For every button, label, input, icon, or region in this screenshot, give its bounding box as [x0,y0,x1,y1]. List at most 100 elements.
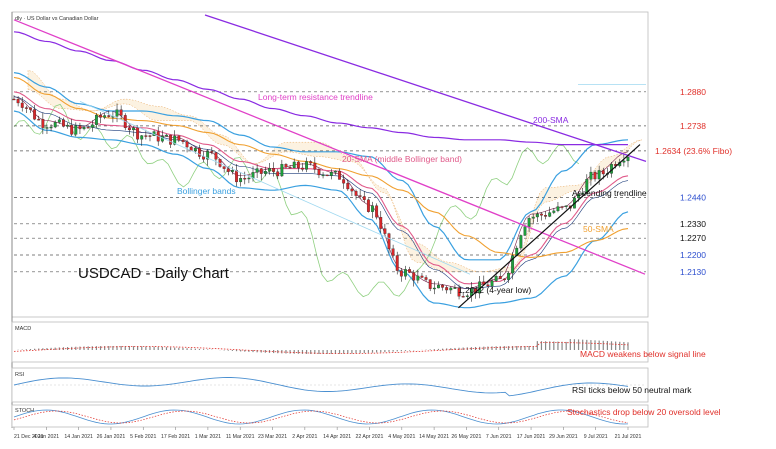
x-tick-label: 2 Apr 2021 [292,434,317,440]
candle-body [354,190,358,196]
candle-body [498,276,502,280]
candle-body [230,169,234,172]
candle-body [577,194,580,199]
candle-body [325,174,329,177]
series-line [13,91,629,285]
candle-body [449,287,453,291]
candle-body [292,161,296,169]
candle-body [29,107,32,110]
candle-body [342,179,346,184]
candle-body [263,171,267,174]
candle-body [338,170,341,180]
resistance-annotation: Long-term resistance trendline [258,92,373,102]
candle-body [222,166,226,169]
candle-body [66,124,69,127]
candle-body [251,172,255,179]
x-tick-label: 1 Mar 2021 [195,434,221,440]
candle-body [107,115,111,117]
stochastics-indicator [13,409,629,425]
x-tick-label: 4 Jan 2021 [33,434,59,440]
candle-body [626,157,630,162]
macd-note: MACD weakens below signal line [580,349,706,359]
candle-body [185,141,189,148]
candle-body [507,272,510,280]
kijun-line [13,96,629,289]
candle-body [198,147,201,157]
candle-body [12,98,16,101]
candle-body [511,255,515,274]
level-labels: 1.2880 1.2738 1.2634 (23.6% Fibo) 1.2440 1.2… [655,87,732,277]
candle-body [103,115,107,118]
candle-body [395,255,399,271]
candle-body [74,125,78,135]
candle-body [404,269,407,277]
stoch-k-line [13,409,629,425]
sma50-annotation: 50-SMA [583,224,614,234]
sma20-annotation: 20-SMA (middle Bollinger band) [342,154,462,164]
candle-body [165,134,168,137]
candle-body [321,174,325,177]
x-tick-label: 22 Apr 2021 [355,434,383,440]
sma200-guide-line [204,14,647,163]
symbol-label: dly · US Dollar vs Canadian Dollar [15,16,99,22]
candle-body [284,164,288,168]
rsi-line [13,377,629,397]
candle-body [379,217,383,229]
candle-body [169,134,173,145]
candle-body [206,151,210,160]
candle-body [564,205,568,207]
candle-body [94,114,98,125]
candle-body [622,160,626,163]
x-tick-label: 26 Jan 2021 [97,434,126,440]
resistance-trendline [13,19,646,275]
candle-body [53,122,57,128]
candle-body [531,216,535,219]
candle-body [387,233,391,249]
candle-body [317,169,321,176]
candle-body [148,135,152,137]
candle-body [362,196,366,200]
candle-body [461,296,465,298]
stoch-header: STOCH [15,408,34,414]
level-label: 1.2880 [680,87,706,97]
candle-body [301,167,304,170]
candle-body [601,170,605,175]
x-tick-label: 17 Jun 2021 [517,434,546,440]
candle-body [597,170,601,180]
candle-body [193,147,197,152]
candle-body [78,125,82,130]
candle-body [144,135,148,137]
x-tick-label: 21 Dec 2020 [14,434,44,440]
ichimoku-cloud-area [27,69,643,273]
candle-body [502,278,506,281]
x-tick-label: 7 Jun 2021 [486,434,512,440]
candle-body [280,164,284,177]
candle-body [453,287,457,289]
candle-body [383,228,387,234]
bollinger-annotation: Bollinger bands [177,186,236,196]
candle-body [57,119,61,123]
candle-body [527,218,531,227]
candle-body [210,151,214,153]
x-tick-label: 14 May 2021 [419,434,449,440]
candle-body [428,279,432,289]
candle-body [408,269,412,273]
ascending-annotation: Ascending trendline [572,188,647,198]
level-label: 1.2130 [680,267,706,277]
candle-body [486,284,490,287]
candle-body [24,107,28,109]
candle-body [519,235,523,249]
candle-body [235,169,238,183]
level-label: 1.2440 [680,192,706,202]
candle-body [136,127,140,140]
candle-body [346,183,350,190]
candle-body [366,199,370,212]
sma200-annotation: 200-SMA [533,115,569,125]
candle-body [90,124,94,128]
candle-body [268,168,271,172]
x-tick-label: 26 May 2021 [451,434,481,440]
candle-body [350,188,354,192]
macd-panel-frame [11,321,649,363]
